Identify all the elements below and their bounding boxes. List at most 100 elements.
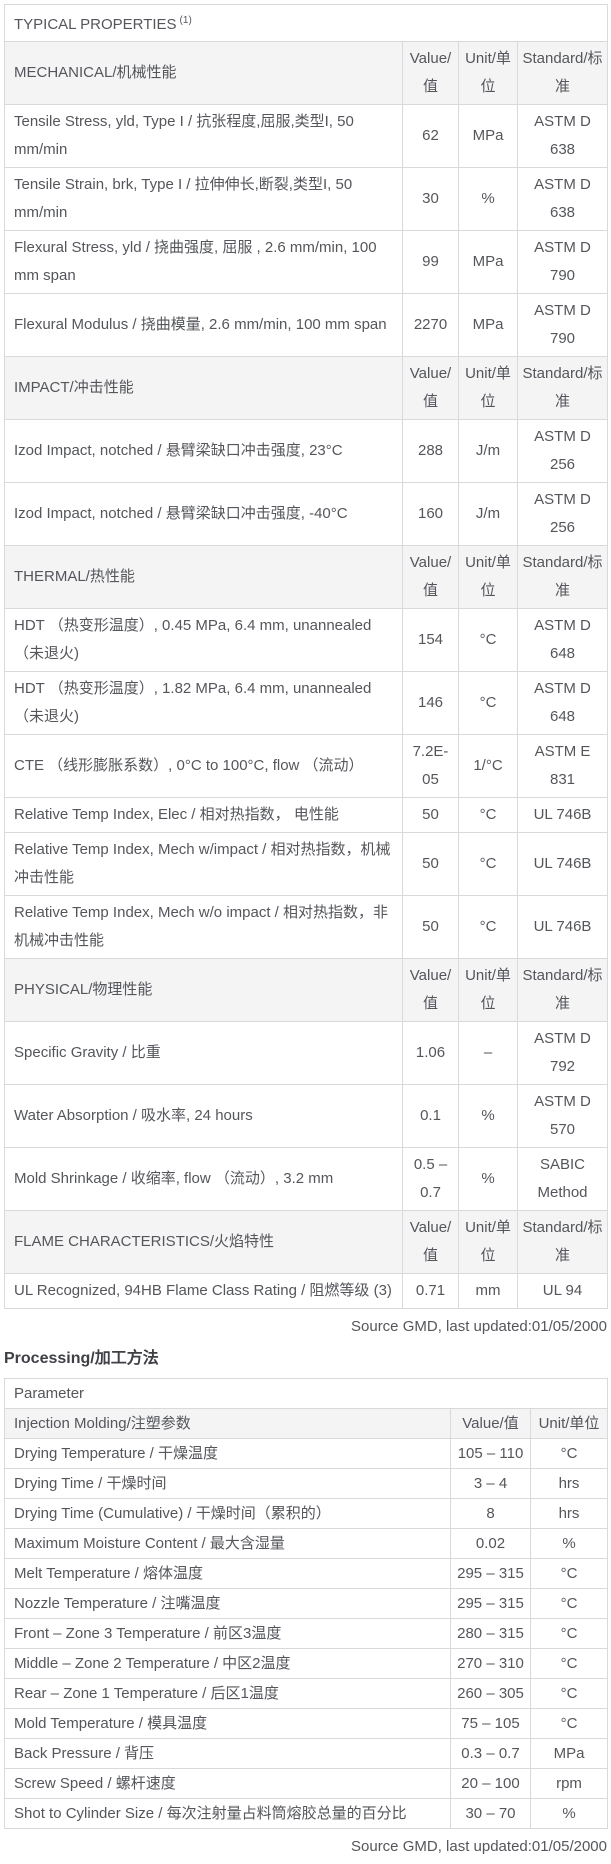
- parameter-unit-cell: °C: [529, 1588, 609, 1619]
- property-value-cell: 7.2E-05: [402, 734, 459, 798]
- unit-column-header: Unit/单位: [529, 1408, 609, 1439]
- property-value-cell: 0.5 – 0.7: [402, 1147, 459, 1211]
- property-unit-cell: °C: [458, 797, 518, 833]
- property-name-cell: Flexural Modulus / 挠曲模量, 2.6 mm/min, 100…: [4, 293, 403, 357]
- property-standard-cell: ASTM D 792: [516, 1021, 609, 1085]
- parameter-header-row: Parameter: [3, 1378, 609, 1409]
- parameter-unit-cell: %: [529, 1798, 609, 1829]
- parameter-unit-cell: °C: [529, 1438, 609, 1469]
- property-row: Flexural Modulus / 挠曲模量, 2.6 mm/min, 100…: [4, 293, 609, 357]
- parameter-value-cell: 105 – 110: [450, 1438, 531, 1469]
- property-name-cell: Relative Temp Index, Mech w/o impact / 相…: [4, 895, 403, 959]
- property-standard-cell: ASTM E 831: [516, 734, 609, 798]
- value-column-header: Value/值: [402, 41, 459, 105]
- property-name-cell: CTE （线形膨胀系数）, 0°C to 100°C, flow （流动）: [4, 734, 403, 798]
- section-header-row: FLAME CHARACTERISTICS/火焰特性 Value/值 Unit/单位…: [4, 1210, 609, 1274]
- property-standard-cell: UL 746B: [516, 895, 609, 959]
- parameter-row: Drying Time (Cumulative) / 干燥时间（累积的） 8 hrs: [4, 1498, 609, 1529]
- parameter-value-cell: 30 – 70: [450, 1798, 531, 1829]
- parameter-name-cell: Drying Temperature / 干燥温度: [4, 1438, 451, 1469]
- parameter-row: Front – Zone 3 Temperature / 前区3温度 280 – …: [4, 1618, 609, 1649]
- property-row: Izod Impact, notched / 悬臂梁缺口冲击强度, 23°C 28…: [4, 419, 609, 483]
- table-title: TYPICAL PROPERTIES: [14, 16, 177, 33]
- datasheet-page: TYPICAL PROPERTIES (1) MECHANICAL/机械性能 Val…: [3, 0, 609, 1857]
- property-standard-cell: UL 94: [516, 1273, 609, 1309]
- property-value-cell: 1.06: [402, 1021, 459, 1085]
- parameter-name-cell: Nozzle Temperature / 注嘴温度: [4, 1588, 451, 1619]
- parameter-row: Shot to Cylinder Size / 每次注射量占料筒熔胶总量的百分比…: [4, 1798, 609, 1829]
- property-unit-cell: 1/°C: [458, 734, 518, 798]
- parameter-row: Maximum Moisture Content / 最大含湿量 0.02%: [4, 1528, 609, 1559]
- parameter-row: Mold Temperature / 模具温度 75 – 105 °C: [4, 1708, 609, 1739]
- property-unit-cell: –: [458, 1021, 518, 1085]
- parameter-unit-cell: °C: [529, 1618, 609, 1649]
- parameter-name-cell: Mold Temperature / 模具温度: [4, 1708, 451, 1739]
- property-name-cell: Izod Impact, notched / 悬臂梁缺口冲击强度, 23°C: [4, 419, 403, 483]
- parameter-row: Drying Temperature / 干燥温度 105 – 110 °C: [4, 1438, 609, 1469]
- unit-column-header: Unit/单位: [458, 41, 518, 105]
- property-value-cell: 146: [402, 671, 459, 735]
- property-row: Relative Temp Index, Mech w/impact / 相对热…: [4, 832, 609, 896]
- property-row: Mold Shrinkage / 收缩率, flow （流动）, 3.2 mm 0…: [4, 1147, 609, 1211]
- section-header-row: IMPACT/冲击性能 Value/值 Unit/单位 Standard/标准: [4, 356, 609, 420]
- property-standard-cell: ASTM D 648: [516, 608, 609, 672]
- property-standard-cell: UL 746B: [516, 832, 609, 896]
- parameter-value-cell: 260 – 305: [450, 1678, 531, 1709]
- property-value-cell: 160: [402, 482, 459, 546]
- parameter-name-cell: Middle – Zone 2 Temperature / 中区2温度: [4, 1648, 451, 1679]
- property-name-cell: Tensile Strain, brk, Type I / 拉伸伸长,断裂,类型…: [4, 167, 403, 231]
- parameter-name-cell: Drying Time / 干燥时间: [4, 1468, 451, 1499]
- property-row: Tensile Stress, yld, Type I / 抗张程度,屈服,类型…: [4, 104, 609, 168]
- processing-table: Parameter Injection Molding/注塑参数 Value/值…: [3, 1378, 609, 1829]
- property-row: Izod Impact, notched / 悬臂梁缺口冲击强度, -40°C 1…: [4, 482, 609, 546]
- unit-column-header: Unit/单位: [458, 958, 518, 1022]
- property-value-cell: 30: [402, 167, 459, 231]
- parameter-value-cell: 280 – 315: [450, 1618, 531, 1649]
- property-name-cell: Specific Gravity / 比重: [4, 1021, 403, 1085]
- property-standard-cell: UL 746B: [516, 797, 609, 833]
- parameter-unit-cell: MPa: [529, 1738, 609, 1769]
- property-unit-cell: MPa: [458, 104, 518, 168]
- property-name-cell: Flexural Stress, yld / 挠曲强度, 屈服 , 2.6 mm…: [4, 230, 403, 294]
- property-unit-cell: %: [458, 167, 518, 231]
- property-row: Tensile Strain, brk, Type I / 拉伸伸长,断裂,类型…: [4, 167, 609, 231]
- property-value-cell: 50: [402, 895, 459, 959]
- property-value-cell: 99: [402, 230, 459, 294]
- parameter-name-cell: Screw Speed / 螺杆速度: [4, 1768, 451, 1799]
- property-name-cell: HDT （热变形温度）, 1.82 MPa, 6.4 mm, unanneale…: [4, 671, 403, 735]
- value-column-header: Value/值: [450, 1408, 531, 1439]
- section-header-row: MECHANICAL/机械性能 Value/值 Unit/单位 Standard/标准: [4, 41, 609, 105]
- standard-column-header: Standard/标准: [516, 958, 609, 1022]
- property-name-cell: Tensile Stress, yld, Type I / 抗张程度,屈服,类型…: [4, 104, 403, 168]
- property-row: CTE （线形膨胀系数）, 0°C to 100°C, flow （流动） 7.2…: [4, 734, 609, 798]
- value-column-header: Value/值: [402, 545, 459, 609]
- property-unit-cell: °C: [458, 832, 518, 896]
- property-value-cell: 0.1: [402, 1084, 459, 1148]
- property-row: Water Absorption / 吸水率, 24 hours 0.1% ASTM…: [4, 1084, 609, 1148]
- property-value-cell: 62: [402, 104, 459, 168]
- table-title-row: TYPICAL PROPERTIES (1): [3, 4, 609, 42]
- property-name-cell: Izod Impact, notched / 悬臂梁缺口冲击强度, -40°C: [4, 482, 403, 546]
- property-unit-cell: °C: [458, 671, 518, 735]
- parameter-row: Rear – Zone 1 Temperature / 后区1温度 260 – 3…: [4, 1678, 609, 1709]
- value-column-header: Value/值: [402, 356, 459, 420]
- section-name-cell: THERMAL/热性能: [4, 545, 403, 609]
- property-row: Relative Temp Index, Elec / 相对热指数， 电性能 50…: [4, 797, 609, 833]
- property-unit-cell: °C: [458, 895, 518, 959]
- parameter-row: Nozzle Temperature / 注嘴温度 295 – 315 °C: [4, 1588, 609, 1619]
- table-title-footnote-marker: (1): [179, 15, 192, 26]
- source-note: Source GMD, last updated:01/05/2000: [351, 1318, 607, 1335]
- parameter-name-cell: Drying Time (Cumulative) / 干燥时间（累积的）: [4, 1498, 451, 1529]
- parameter-unit-cell: hrs: [529, 1498, 609, 1529]
- unit-column-header: Unit/单位: [458, 356, 518, 420]
- section-header-row: THERMAL/热性能 Value/值 Unit/单位 Standard/标准: [4, 545, 609, 609]
- property-value-cell: 50: [402, 797, 459, 833]
- parameter-value-cell: 0.02: [450, 1528, 531, 1559]
- parameter-value-cell: 270 – 310: [450, 1648, 531, 1679]
- property-standard-cell: ASTM D 648: [516, 671, 609, 735]
- property-unit-cell: J/m: [458, 419, 518, 483]
- property-name-cell: HDT （热变形温度）, 0.45 MPa, 6.4 mm, unanneale…: [4, 608, 403, 672]
- parameter-value-cell: 75 – 105: [450, 1708, 531, 1739]
- value-column-header: Value/值: [402, 958, 459, 1022]
- parameter-unit-cell: rpm: [529, 1768, 609, 1799]
